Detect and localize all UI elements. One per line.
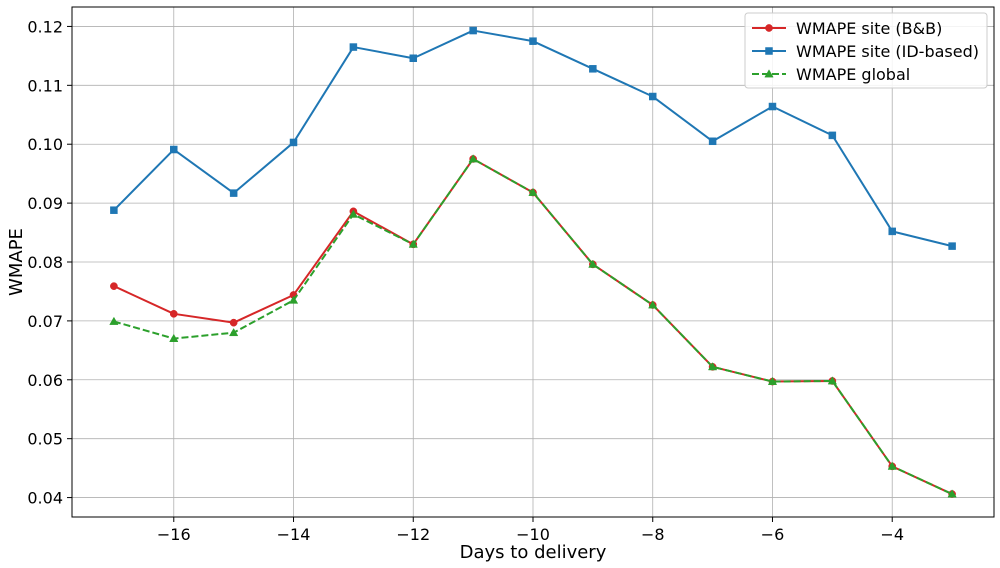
- x-tick-label: −4: [880, 525, 904, 544]
- data-point-wmape-global: [229, 327, 239, 337]
- x-tick-label: −10: [516, 525, 550, 544]
- legend-label-wmape-site-b-b: WMAPE site (B&B): [796, 19, 942, 38]
- legend-marker-wmape-site-id-based: [765, 47, 773, 55]
- legend-marker-wmape-global: [764, 69, 774, 78]
- y-tick-label: 0.09: [27, 194, 63, 213]
- data-point-wmape-site-id-based: [648, 92, 657, 101]
- x-tick-label: −8: [641, 525, 665, 544]
- y-tick-label: 0.12: [27, 17, 63, 36]
- data-point-wmape-site-id-based: [469, 26, 477, 35]
- data-point-wmape-site-id-based: [229, 189, 238, 197]
- data-point-wmape-global: [648, 300, 658, 309]
- data-point-wmape-global: [348, 209, 359, 218]
- data-point-wmape-site-id-based: [409, 54, 418, 62]
- y-tick-label: 0.05: [27, 430, 63, 449]
- series-wmape-global: [109, 154, 957, 498]
- x-tick-label: −14: [277, 525, 311, 544]
- y-tick-label: 0.08: [27, 253, 63, 272]
- axis-ticks: −16 −14 −12 −10 −8 −6 −4 0.04 0.05 0.06 0.07 0.08 0.…: [27, 17, 904, 544]
- x-tick-label: −12: [396, 525, 430, 544]
- data-point-wmape-global: [408, 239, 418, 248]
- x-axis-label: Days to delivery: [460, 542, 607, 563]
- data-point-wmape-site-id-based: [768, 102, 777, 111]
- data-point-wmape-global: [588, 259, 598, 268]
- y-tick-label: 0.11: [27, 76, 63, 95]
- legend-item-wmape-site-id-based: WMAPE site (ID-based): [752, 42, 979, 61]
- series-lines: [109, 26, 957, 498]
- data-point-wmape-global: [947, 489, 957, 498]
- data-point-wmape-global: [528, 187, 538, 196]
- series-wmape-site-id-based: [110, 26, 956, 250]
- x-tick-label: −16: [157, 525, 191, 544]
- legend: WMAPE site (B&B) WMAPE site (ID-based) WMA…: [744, 12, 988, 89]
- data-point-wmape-global: [887, 461, 897, 470]
- data-point-wmape-global: [288, 295, 299, 304]
- y-axis-label: WMAPE: [6, 228, 27, 296]
- data-point-wmape-site-b-b: [169, 309, 178, 318]
- data-point-wmape-global: [767, 376, 778, 385]
- legend-item-wmape-site-b-b: WMAPE site (B&B): [752, 19, 942, 38]
- data-point-wmape-site-id-based: [708, 137, 717, 146]
- data-point-wmape-site-id-based: [110, 206, 118, 214]
- data-point-wmape-site-id-based: [948, 242, 956, 250]
- x-tick-label: −6: [761, 525, 785, 544]
- data-point-wmape-site-b-b: [229, 318, 238, 327]
- y-tick-label: 0.10: [27, 135, 63, 154]
- data-point-wmape-site-id-based: [828, 131, 837, 140]
- data-point-wmape-global: [827, 376, 837, 385]
- data-point-wmape-global: [707, 362, 718, 371]
- data-point-wmape-site-id-based: [170, 145, 178, 154]
- data-point-wmape-global: [109, 316, 119, 325]
- legend-box: [744, 12, 988, 89]
- data-point-wmape-site-id-based: [888, 227, 896, 236]
- legend-item-wmape-global: WMAPE global: [752, 65, 910, 84]
- data-point-wmape-site-b-b: [110, 282, 118, 290]
- data-point-wmape-site-id-based: [589, 65, 597, 73]
- data-point-wmape-site-id-based: [349, 43, 358, 51]
- data-point-wmape-global: [468, 154, 478, 163]
- data-point-wmape-global: [169, 333, 179, 342]
- y-tick-label: 0.06: [27, 371, 63, 390]
- y-tick-label: 0.07: [27, 312, 63, 331]
- legend-marker-wmape-site-b-b: [765, 24, 773, 32]
- data-point-wmape-site-id-based: [289, 138, 298, 147]
- legend-label-wmape-global: WMAPE global: [796, 65, 910, 84]
- y-tick-label: 0.04: [27, 489, 63, 508]
- data-point-wmape-site-id-based: [529, 37, 537, 45]
- legend-label-wmape-site-id-based: WMAPE site (ID-based): [796, 42, 979, 61]
